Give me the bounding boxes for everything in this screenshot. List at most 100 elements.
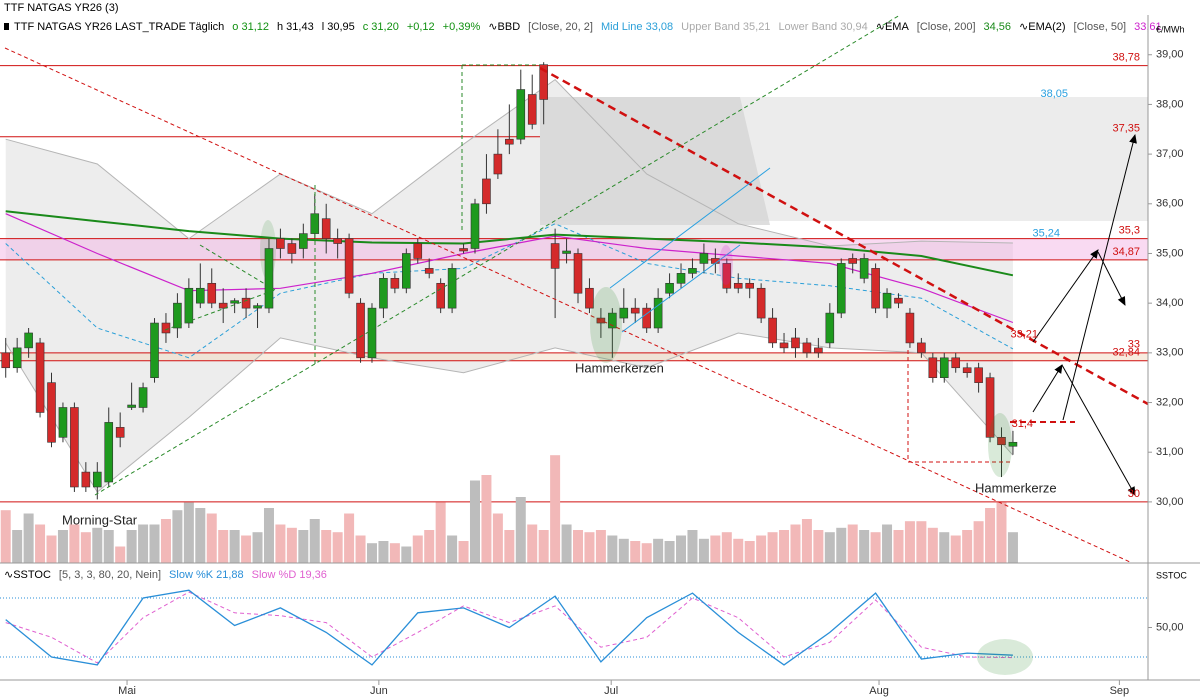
- candle-body: [470, 203, 480, 249]
- highlight: [988, 413, 1012, 477]
- legend-item: ∿SSTOC: [4, 569, 51, 581]
- annotation: Hammerkerze: [975, 480, 1057, 495]
- volume-bar: [939, 532, 950, 563]
- volume-bar: [744, 541, 755, 563]
- volume-bar: [458, 541, 469, 563]
- volume-bar: [138, 524, 149, 563]
- legend-item: ∿BBD: [488, 21, 520, 33]
- candle-body: [836, 263, 846, 314]
- legend-item: Slow %K 21,88: [169, 569, 244, 581]
- annotation: Hammerkerzen: [575, 360, 664, 375]
- volume-bar: [378, 541, 389, 563]
- legend-item: Lower Band 30,94: [778, 21, 867, 33]
- candle-body: [642, 307, 651, 329]
- volume-bar: [698, 538, 709, 563]
- candle-body: [195, 287, 205, 304]
- legend-item: 34,56: [984, 21, 1012, 33]
- volume-bar: [527, 524, 538, 563]
- candle-body: [527, 94, 537, 125]
- volume-bar: [366, 543, 377, 563]
- volume-bar: [950, 535, 961, 563]
- volume-bar: [46, 535, 57, 563]
- volume-bar: [447, 535, 458, 563]
- candle-body: [505, 138, 514, 145]
- volume-bar: [401, 546, 412, 563]
- highlight: [590, 287, 622, 363]
- arrow: [1061, 364, 1136, 496]
- candle-body: [630, 307, 640, 314]
- candle-body: [35, 342, 45, 413]
- candle-body: [951, 357, 961, 369]
- candle-body: [779, 342, 789, 349]
- x-tick-label: Sep: [1110, 685, 1130, 697]
- y-tick-label: 36,00: [1156, 198, 1184, 210]
- volume-bar: [607, 535, 618, 563]
- volume-bar: [962, 530, 973, 563]
- candle-body: [928, 357, 938, 378]
- candle-body: [207, 282, 217, 304]
- candle-body: [688, 268, 697, 274]
- volume-bar: [195, 508, 206, 563]
- volume-bar: [80, 532, 91, 563]
- legend-item: Mid Line 33,08: [601, 21, 673, 33]
- volume-bar: [35, 524, 46, 563]
- volume-bar: [435, 502, 446, 563]
- y-tick-label: 39,00: [1156, 49, 1184, 61]
- candle-body: [894, 297, 903, 304]
- candle-body: [92, 471, 102, 488]
- level-label: 33,21: [1010, 328, 1038, 340]
- y-tick-label: 33,00: [1156, 347, 1184, 359]
- level-label: 38,78: [1112, 52, 1140, 64]
- candle-body: [276, 238, 285, 249]
- volume-bar: [813, 530, 824, 563]
- candle-body: [173, 302, 182, 329]
- volume-bar: [641, 543, 652, 563]
- volume-bar: [836, 527, 847, 563]
- level-zone: [0, 352, 1148, 361]
- volume-bar: [344, 513, 355, 563]
- volume-bar: [218, 530, 229, 563]
- candle-body: [722, 263, 732, 289]
- level-label: 34,87: [1112, 246, 1140, 258]
- volume-bar: [332, 532, 343, 563]
- arrow: [1032, 249, 1099, 343]
- candle-body: [882, 292, 892, 309]
- volume-bar: [756, 535, 767, 563]
- trend-line: [539, 66, 1149, 406]
- volume-bar: [996, 502, 1007, 563]
- volume-bar: [595, 530, 606, 563]
- volume-bar: [149, 524, 160, 563]
- candle-body: [161, 322, 171, 334]
- x-tick-label: Jun: [370, 685, 388, 697]
- channel-line: [609, 167, 771, 289]
- candle-body: [573, 253, 583, 294]
- candle-body: [230, 300, 239, 304]
- candle-body: [516, 89, 526, 140]
- candle-body: [413, 243, 423, 259]
- candle-body: [665, 282, 674, 294]
- legend-item: ∿EMA(2): [1019, 21, 1066, 33]
- candle-body: [974, 367, 983, 383]
- candle-body: [459, 248, 468, 252]
- volume-bar: [492, 513, 503, 563]
- volume-bar: [927, 527, 938, 563]
- candle-body: [367, 307, 377, 359]
- volume-bar: [504, 530, 515, 563]
- trend-line: [199, 244, 276, 291]
- drawings: [4, 14, 1149, 675]
- volume-bar: [779, 530, 790, 563]
- y-tick-label: 34,00: [1156, 297, 1184, 309]
- volume-bar: [584, 532, 595, 563]
- candle-body: [539, 64, 548, 100]
- volume-bar: [355, 535, 366, 563]
- volume-bar: [573, 530, 584, 563]
- volume-bar: [630, 541, 641, 563]
- legend-item: l 30,95: [322, 21, 355, 33]
- trend-line: [164, 289, 276, 331]
- volume-bar: [92, 527, 103, 563]
- candle-body: [47, 382, 56, 443]
- candle-body: [12, 347, 22, 369]
- candle-body: [550, 243, 560, 269]
- legend-item: c 31,20: [363, 21, 399, 33]
